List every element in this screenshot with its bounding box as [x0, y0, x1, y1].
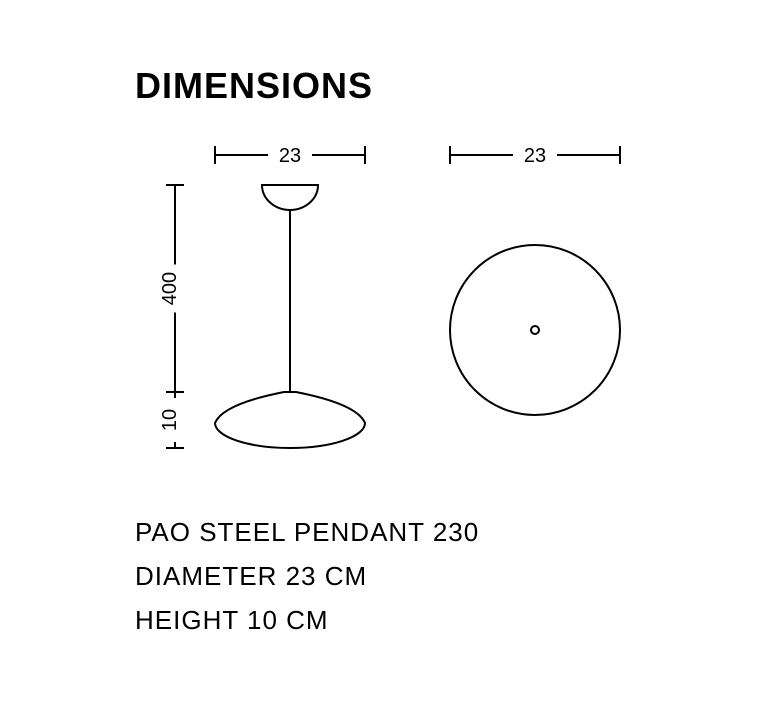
shade-side-outline — [215, 392, 365, 448]
top-view-circle — [450, 245, 620, 415]
spec-line-2: DIAMETER 23 CM — [135, 554, 479, 598]
top-width-label: 23 — [524, 145, 546, 167]
side-width-label: 23 — [279, 145, 301, 167]
spec-text: PAO STEEL PENDANT 230 DIAMETER 23 CM HEI… — [135, 510, 479, 642]
cord-length-label: 400 — [159, 272, 181, 305]
shade-height-label: 10 — [159, 409, 181, 431]
spec-line-1: PAO STEEL PENDANT 230 — [135, 510, 479, 554]
canopy-outline — [262, 185, 318, 210]
dimension-diagram: 23 400 10 23 — [135, 130, 655, 480]
page-title: DIMENSIONS — [135, 65, 373, 107]
spec-line-3: HEIGHT 10 CM — [135, 598, 479, 642]
top-view-center — [531, 326, 539, 334]
